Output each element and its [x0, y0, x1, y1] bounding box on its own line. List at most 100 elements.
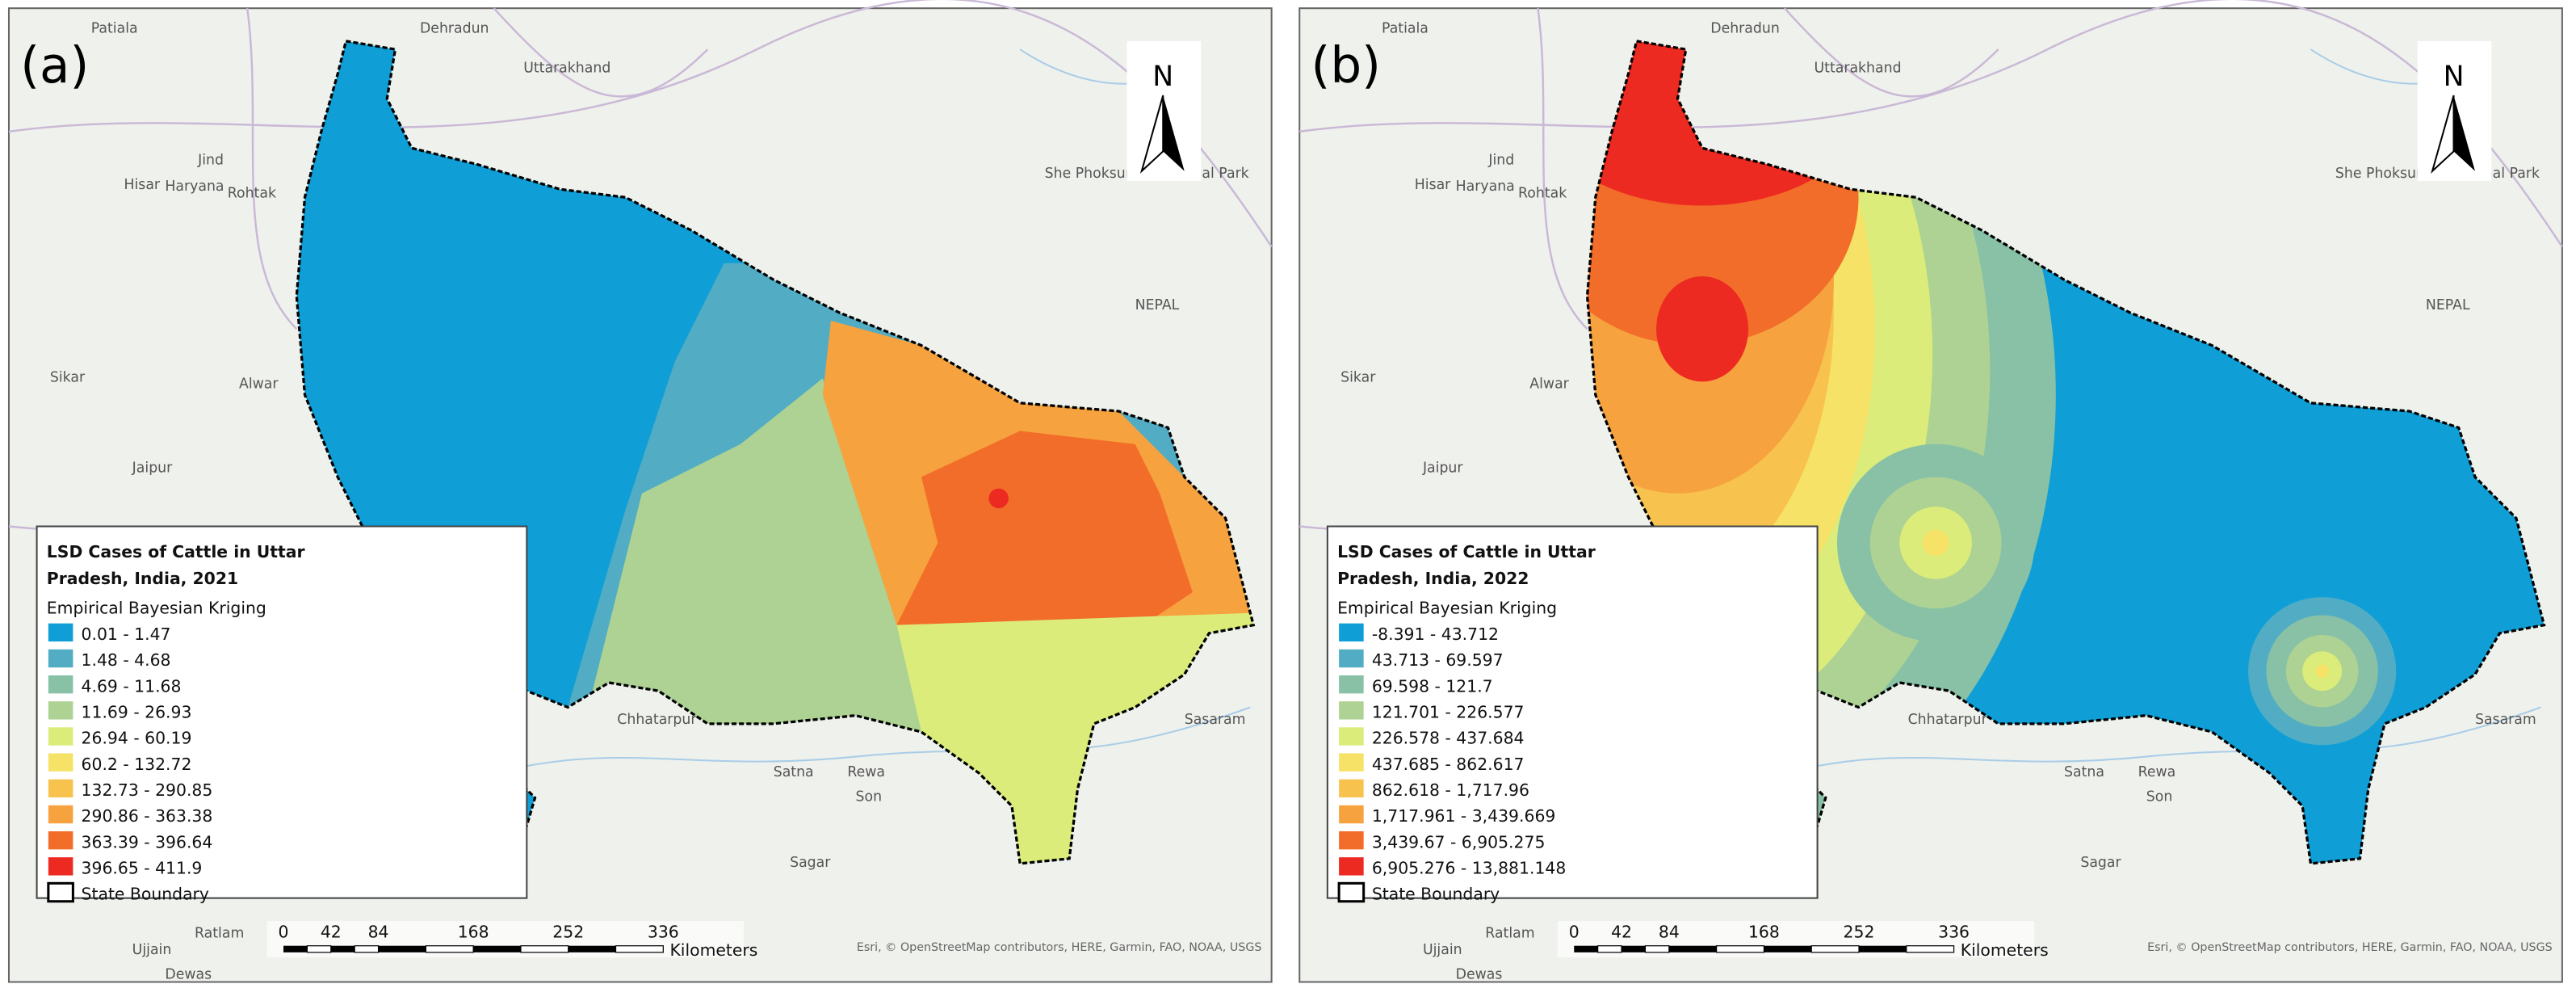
legend-box [36, 525, 528, 899]
legend-label: 26.94 - 60.19 [82, 729, 192, 748]
zone [592, 378, 921, 733]
legend-swatch [48, 805, 73, 824]
legend-title: LSD Cases of Cattle in Uttar [1337, 542, 1596, 561]
scale-segment [615, 945, 664, 953]
legend-title: Pradesh, India, 2022 [1337, 569, 1529, 588]
legend-boundary-label: State Boundary [82, 885, 209, 904]
legend-label: 132.73 - 290.85 [82, 780, 213, 800]
place-label: Rohtak [228, 185, 276, 201]
scale-tick-label: 252 [552, 923, 584, 942]
scale-segment [283, 945, 308, 952]
scale-segment [425, 945, 474, 953]
legend-title: Pradesh, India, 2021 [47, 569, 238, 588]
border-line [1299, 0, 2563, 561]
scale-segment [568, 945, 616, 952]
scale-segment [1859, 945, 1907, 952]
legend-label: 60.2 - 132.72 [82, 755, 192, 774]
place-label: Chhatarpur [1908, 712, 1988, 728]
legend-swatch [1339, 753, 1364, 772]
north-arrow-half [1139, 95, 1164, 174]
place-label: Rohtak [1518, 185, 1567, 201]
legend-swatch [1339, 805, 1364, 824]
legend-method: Empirical Bayesian Kriging [47, 598, 266, 617]
legend-swatch [1339, 857, 1364, 876]
legend-label: 4.69 - 11.68 [82, 676, 182, 696]
zone [988, 488, 1009, 509]
place-label: Sagar [2080, 855, 2121, 871]
state-boundary [1585, 40, 2546, 865]
legend-label: 3,439.67 - 6,905.275 [1372, 832, 1546, 852]
legend-swatch [1339, 727, 1364, 746]
legend-label: 226.578 - 437.684 [1372, 729, 1525, 748]
panel-label: (a) [20, 37, 89, 95]
place-label: Patiala [1382, 21, 1429, 37]
zone [896, 431, 1193, 625]
north-label: N [2444, 61, 2465, 93]
place-label: Satna [774, 764, 814, 780]
legend-swatch [1339, 649, 1364, 668]
scale-segment [354, 945, 380, 953]
scale-segment [306, 945, 332, 953]
place-label: Hisar [1415, 177, 1451, 193]
place-label: NEPAL [2426, 297, 2470, 313]
place-label: Jind [197, 153, 224, 169]
legend-swatch [1339, 701, 1364, 720]
scale-segment [1906, 945, 1955, 953]
legend-swatch [48, 649, 73, 668]
attribution: Esri, © OpenStreetMap contributors, HERE… [857, 941, 1262, 954]
scale-tick-label: 0 [279, 923, 289, 942]
place-label: Dehradun [1710, 21, 1780, 37]
panel-label: (b) [1311, 37, 1381, 95]
place-label: Haryana [165, 179, 224, 195]
legend-label: 363.39 - 396.64 [82, 832, 213, 852]
scale-unit: Kilometers [1961, 940, 2049, 960]
scale-segment [1716, 945, 1765, 953]
scale-segment [1668, 945, 1717, 952]
north-arrow-half [2431, 95, 2455, 174]
legend-swatch [48, 623, 73, 642]
place-label: NEPAL [1135, 297, 1180, 313]
legend-swatch [48, 753, 73, 772]
legend-method: Empirical Bayesian Kriging [1337, 598, 1557, 617]
legend-swatch [48, 701, 73, 720]
scale-tick-label: 0 [1569, 923, 1580, 942]
scale-segment [1622, 945, 1646, 952]
north-label: N [1152, 61, 1173, 93]
legend-label: 437.685 - 862.617 [1372, 755, 1525, 774]
scale-segment [1810, 945, 1860, 953]
place-label: Dewas [1456, 966, 1503, 982]
place-label: Hisar [124, 177, 161, 193]
legend-label: 290.86 - 363.38 [82, 806, 213, 826]
place-label: Dewas [165, 966, 212, 982]
legend-swatch [1339, 623, 1364, 642]
place-label: Chhatarpur [617, 712, 697, 728]
scale-tick-label: 336 [1938, 923, 1970, 942]
legend-label: 69.598 - 121.7 [1372, 676, 1493, 696]
scale-segment [1574, 945, 1598, 952]
legend-label: 11.69 - 26.93 [82, 703, 192, 722]
legend-label: 396.65 - 411.9 [82, 859, 203, 878]
legend-label: 1,717.961 - 3,439.669 [1372, 806, 1556, 826]
scale-segment [330, 945, 355, 952]
place-label: Dehradun [420, 21, 489, 37]
place-label: Sagar [790, 855, 831, 871]
place-label: Son [856, 789, 883, 805]
scale-tick-label: 336 [648, 923, 679, 942]
place-label: Haryana [1456, 179, 1515, 195]
place-label: Sasaram [1185, 712, 1246, 728]
place-label: Jind [1487, 153, 1514, 169]
legend-label: 862.618 - 1,717.96 [1372, 780, 1529, 800]
place-label: Sasaram [2475, 712, 2536, 728]
legend-boundary-swatch [1337, 881, 1366, 903]
place-label: Jaipur [1422, 460, 1463, 476]
scale-tick-label: 42 [321, 923, 342, 942]
legend-label: 121.701 - 226.577 [1372, 703, 1525, 722]
legend-box [1326, 525, 1819, 899]
legend-boundary-swatch [47, 881, 74, 903]
place-label: Sikar [50, 369, 86, 385]
state-boundary [295, 40, 1256, 865]
legend-label: -8.391 - 43.712 [1372, 624, 1499, 644]
place-label: Son [2146, 789, 2173, 805]
